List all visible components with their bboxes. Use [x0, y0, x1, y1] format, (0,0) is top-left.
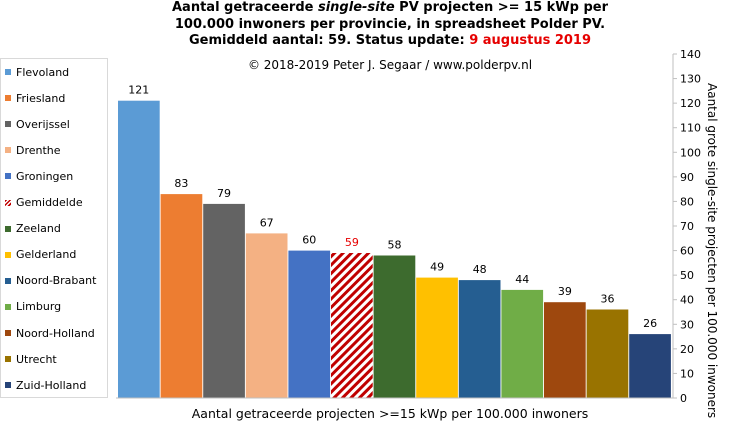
- title-line-1-end: PV projecten >= 15 kWp per: [394, 0, 608, 15]
- y-tick-label: 30: [680, 318, 694, 331]
- legend-label: Noord-Holland: [16, 326, 95, 340]
- bar-drenthe: [245, 233, 288, 398]
- legend-item: Zeeland: [5, 222, 61, 236]
- y-axis-title: Aantal grote single-site projecten per 1…: [705, 83, 719, 419]
- bar-limburg: [501, 289, 544, 398]
- legend-swatch: [5, 251, 11, 258]
- y-tick-label: 20: [680, 343, 694, 356]
- y-tick-label: 0: [680, 392, 687, 405]
- legend-label: Utrecht: [16, 352, 57, 366]
- data-label-gelderland: 49: [430, 261, 444, 274]
- data-label-friesland: 83: [174, 177, 188, 190]
- data-label-noord-brabant: 48: [473, 263, 487, 276]
- bar-groningen: [288, 250, 331, 398]
- chart-title: Aantal getraceerde single-site PV projec…: [110, 0, 670, 50]
- title-line-2: 100.000 inwoners per provincie, in sprea…: [174, 16, 606, 32]
- data-label-gemiddelde: 59: [345, 236, 359, 249]
- bar-friesland: [160, 194, 203, 398]
- legend-item: Gemiddelde: [5, 196, 83, 210]
- y-tick-label: 60: [680, 245, 694, 258]
- y-tick-label: 70: [680, 220, 694, 233]
- data-label-utrecht: 36: [601, 293, 615, 306]
- title-line-1-emphasis: single-site: [317, 0, 395, 15]
- y-tick-label: 120: [680, 97, 701, 110]
- legend-label: Gelderland: [16, 248, 77, 262]
- legend-label: Gemiddelde: [16, 196, 83, 209]
- bar-noord-brabant: [458, 280, 501, 398]
- legend-swatch: [5, 121, 11, 128]
- legend-item: Flevoland: [5, 65, 69, 79]
- bar-zeeland: [373, 255, 416, 398]
- legend-item: Gelderland: [5, 248, 76, 262]
- y-tick-label: 10: [680, 367, 694, 380]
- legend-swatch: [5, 382, 11, 389]
- legend-swatch: [5, 330, 11, 336]
- data-label-flevoland: 121: [128, 84, 149, 97]
- y-tick-label: 50: [680, 269, 694, 282]
- title-line-3-start: Gemiddeld aantal: 59. Status update:: [188, 33, 470, 48]
- legend-item: Groningen: [5, 169, 73, 183]
- legend-label: Zuid-Holland: [16, 378, 87, 392]
- y-tick-label: 130: [680, 73, 701, 86]
- legend-item: Noord-Brabant: [5, 274, 96, 288]
- data-label-drenthe: 67: [260, 216, 274, 229]
- data-label-zeeland: 58: [388, 239, 402, 252]
- y-tick-label: 140: [680, 48, 701, 61]
- legend-item: Drenthe: [5, 143, 61, 157]
- legend-swatch: [5, 173, 11, 180]
- title-line-3: Gemiddeld aantal: 59. Status update: 9 a…: [110, 33, 670, 50]
- y-tick-label: 110: [680, 122, 701, 135]
- legend-item: Limburg: [5, 300, 61, 314]
- bar-flevoland: [118, 100, 160, 398]
- bar-gemiddelde: [331, 253, 373, 398]
- data-label-zuid-holland: 26: [643, 317, 657, 330]
- data-label-noord-holland: 39: [558, 285, 572, 298]
- bar-gelderland: [416, 277, 458, 398]
- bar-series: [118, 100, 671, 398]
- legend-label: Overijssel: [16, 117, 70, 131]
- legend-label: Groningen: [16, 169, 74, 183]
- legend-swatch: [5, 303, 11, 310]
- legend-item: Friesland: [5, 91, 65, 105]
- data-labels: 121 83 79 67 60 59 58 49 48 44 39 36 26: [128, 84, 657, 330]
- bar-zuid-holland: [629, 334, 671, 398]
- data-label-limburg: 44: [515, 273, 529, 286]
- bar-utrecht: [586, 309, 629, 398]
- copyright-credit: © 2018-2019 Peter J. Segaar / www.polder…: [247, 58, 533, 72]
- x-axis-title: Aantal getraceerde projecten >=15 kWp pe…: [191, 406, 589, 421]
- legend-label: Drenthe: [16, 143, 61, 157]
- legend-label: Friesland: [16, 91, 66, 105]
- legend-swatch: [5, 95, 11, 102]
- chart-legend: Flevoland Friesland Overijssel Drenthe Groni…: [0, 58, 108, 398]
- legend-swatch: [5, 147, 11, 154]
- legend-label: Zeeland: [16, 222, 61, 236]
- legend-label: Noord-Brabant: [16, 274, 97, 288]
- y-tick-label: 40: [680, 294, 694, 307]
- title-line-1: Aantal getraceerde single-site PV projec…: [110, 0, 670, 17]
- status-date: 9 augustus 2019: [469, 33, 592, 48]
- data-label-overijssel: 79: [217, 187, 231, 200]
- legend-item: Zuid-Holland: [5, 378, 86, 392]
- legend-swatch: [5, 199, 11, 206]
- legend-label: Limburg: [16, 300, 62, 314]
- legend-label: Flevoland: [16, 65, 70, 79]
- y-axis: 0 10 20 30 40 50 60 70 80 90 100 110 120 130 140: [116, 48, 701, 405]
- legend-swatch: [5, 277, 11, 284]
- bar-overijssel: [203, 203, 245, 398]
- legend-swatch: [5, 225, 11, 232]
- legend-item: Noord-Holland: [5, 326, 95, 340]
- y-tick-label: 80: [680, 195, 694, 208]
- y-tick-label: 100: [680, 146, 701, 159]
- bar-noord-holland: [544, 302, 586, 398]
- legend-item: Overijssel: [5, 117, 70, 131]
- title-line-1-start: Aantal getraceerde: [172, 0, 318, 15]
- legend-swatch: [5, 69, 11, 75]
- data-label-groningen: 60: [302, 234, 316, 247]
- legend-swatch: [5, 356, 11, 363]
- y-tick-label: 90: [680, 171, 694, 184]
- legend-item: Utrecht: [5, 352, 57, 366]
